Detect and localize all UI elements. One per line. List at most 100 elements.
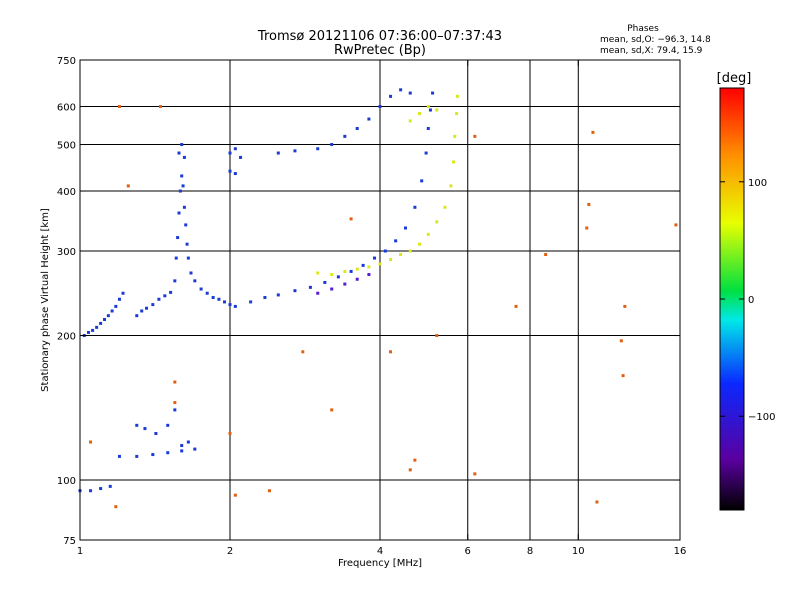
data-point	[106, 314, 110, 318]
data-point	[336, 275, 340, 279]
data-point	[117, 105, 121, 109]
x-tick-label: 4	[377, 546, 383, 557]
series-scattered	[89, 105, 678, 509]
data-point	[276, 151, 280, 155]
data-point	[408, 91, 412, 95]
data-point	[383, 249, 387, 253]
data-point	[121, 291, 125, 295]
x-axis-label: Frequency [MHz]	[338, 558, 422, 569]
data-point	[455, 94, 459, 98]
data-point	[587, 202, 591, 206]
data-point	[399, 253, 403, 257]
data-point	[228, 303, 232, 307]
data-point	[117, 454, 121, 458]
data-point	[223, 300, 227, 304]
data-point	[180, 143, 184, 147]
data-point	[435, 334, 439, 338]
data-point	[408, 468, 412, 472]
y-tick-label: 500	[57, 141, 76, 152]
data-point	[308, 285, 312, 289]
data-point	[619, 339, 623, 343]
data-point	[110, 309, 114, 313]
data-point	[173, 408, 177, 412]
data-point	[276, 293, 280, 297]
data-point	[355, 267, 359, 271]
data-point	[99, 321, 103, 325]
data-point	[166, 451, 170, 455]
x-axis: 1 2 4 6 8 10 16	[77, 60, 687, 557]
data-point	[301, 350, 305, 354]
data-point	[117, 297, 121, 301]
x-tick-label: 2	[227, 546, 233, 557]
data-point	[108, 484, 112, 488]
data-point	[431, 91, 435, 95]
data-point	[135, 454, 139, 458]
data-point	[89, 440, 93, 444]
grid-lines	[80, 60, 680, 540]
data-point	[373, 256, 377, 260]
data-point	[173, 279, 177, 283]
data-point	[211, 296, 215, 300]
data-point	[453, 134, 457, 138]
data-point	[378, 262, 382, 266]
data-point	[158, 105, 162, 109]
data-point	[349, 217, 353, 221]
data-point	[135, 314, 139, 318]
data-point	[394, 239, 398, 243]
data-point	[143, 427, 147, 431]
data-point	[174, 256, 178, 260]
data-point	[91, 328, 95, 332]
data-point	[228, 151, 232, 155]
stats-line-x: mean, sd,X: 79.4, 15.9	[600, 46, 703, 56]
data-point	[180, 449, 184, 453]
data-point	[343, 282, 347, 286]
data-point	[205, 291, 209, 295]
data-point	[151, 303, 155, 307]
data-point	[233, 304, 237, 308]
data-point	[178, 189, 182, 193]
data-point	[114, 304, 118, 308]
data-point	[343, 269, 347, 273]
data-point	[184, 223, 188, 227]
data-point	[455, 112, 459, 116]
data-point	[367, 273, 371, 277]
colorbar-tick-label: 100	[748, 178, 767, 189]
data-point	[180, 174, 184, 178]
data-point	[95, 325, 99, 329]
data-point	[228, 169, 232, 173]
x-tick-label: 8	[527, 546, 533, 557]
data-point	[426, 232, 430, 236]
data-point	[316, 147, 320, 151]
data-point	[177, 211, 181, 215]
data-point	[623, 304, 627, 308]
data-point	[367, 117, 371, 121]
data-point	[389, 94, 393, 98]
data-point	[413, 458, 417, 462]
data-point	[408, 249, 412, 253]
x-tick-label: 10	[572, 546, 585, 557]
data-point	[199, 287, 203, 291]
x-tick-label: 16	[674, 546, 687, 557]
y-tick-label: 750	[57, 56, 76, 67]
colorbar-tick-label: 0	[748, 295, 754, 306]
data-point	[378, 105, 382, 109]
data-point	[239, 155, 243, 159]
data-point	[330, 143, 334, 147]
data-point	[595, 500, 599, 504]
data-point	[389, 350, 393, 354]
colorbar-ticks: 100 0 −100	[720, 178, 775, 423]
data-point	[399, 88, 403, 92]
data-point	[193, 447, 197, 451]
data-point	[330, 287, 334, 291]
data-point	[157, 297, 161, 301]
chart-subtitle: RwPretec (Bp)	[334, 43, 426, 58]
y-tick-label: 200	[57, 332, 76, 343]
data-point	[674, 223, 678, 227]
x-tick-label: 6	[465, 546, 471, 557]
data-point	[233, 172, 237, 176]
data-point	[154, 432, 158, 436]
data-point	[140, 309, 144, 313]
data-point	[621, 374, 625, 378]
chart-title: Tromsø 20121106 07:36:00–07:37:43	[257, 29, 502, 44]
